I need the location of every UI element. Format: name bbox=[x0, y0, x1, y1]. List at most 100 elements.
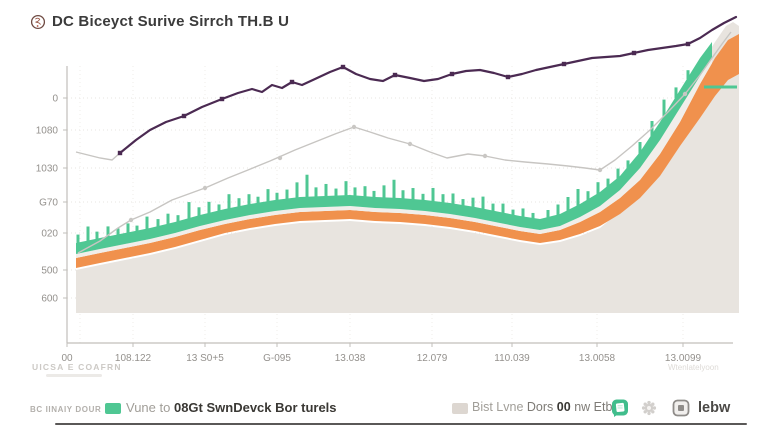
legend-beige-label-mid: Dors bbox=[526, 400, 554, 414]
green-spike bbox=[451, 193, 455, 206]
x-tick-label: 110.039 bbox=[494, 353, 530, 364]
green-spike bbox=[145, 216, 149, 231]
green-spike bbox=[616, 168, 620, 180]
gray-line-marker bbox=[128, 217, 134, 223]
green-spike bbox=[95, 231, 99, 241]
x-tick-label: 13.038 bbox=[335, 353, 366, 364]
gray-line-marker bbox=[682, 91, 688, 97]
y-tick-label: G70 bbox=[39, 198, 58, 209]
purple-line-marker bbox=[340, 64, 346, 70]
green-spike bbox=[324, 183, 328, 198]
legend-left-label: BC IINAIY DOUR bbox=[30, 405, 102, 414]
x-tick-label: G-095 bbox=[263, 353, 291, 364]
beige-area bbox=[76, 22, 739, 313]
green-spike bbox=[106, 226, 110, 239]
green-spike bbox=[556, 204, 560, 217]
green-spike bbox=[491, 203, 495, 213]
gray-line-marker bbox=[407, 141, 413, 147]
x-tick-label: 13 S0+5 bbox=[186, 353, 224, 364]
green-spike bbox=[531, 212, 535, 220]
green-spike bbox=[401, 190, 405, 201]
green-spike bbox=[441, 194, 445, 205]
legend-entry-beige: Bist Lvne Dors 00 nw Etbod bbox=[472, 400, 626, 414]
purple-line-marker bbox=[505, 74, 511, 80]
bottom-edge-bar bbox=[55, 422, 747, 425]
green-spike bbox=[521, 208, 525, 219]
green-spike bbox=[237, 198, 241, 209]
purple-line-marker bbox=[392, 72, 398, 78]
legend-caption: lebw bbox=[698, 400, 731, 416]
green-spike bbox=[461, 199, 465, 208]
legend-swatch-beige bbox=[452, 403, 468, 414]
legend-beige-label-strong: 00 bbox=[556, 400, 571, 414]
green-spike bbox=[266, 189, 270, 204]
header: DC Biceyct Surive Sirrch TH.B U bbox=[30, 13, 289, 30]
green-spike bbox=[411, 188, 415, 202]
green-spike bbox=[166, 213, 170, 226]
purple-line-marker bbox=[117, 150, 123, 156]
green-spike bbox=[285, 189, 289, 201]
green-spike bbox=[392, 179, 396, 200]
legend-beige-label-muted: Bist Lvne bbox=[472, 400, 524, 414]
gear-icon[interactable] bbox=[640, 399, 660, 419]
green-spike bbox=[247, 194, 251, 207]
green-spike bbox=[471, 197, 475, 209]
purple-line-marker bbox=[561, 61, 567, 67]
green-spike bbox=[334, 188, 338, 198]
coin-logo-icon bbox=[30, 14, 46, 30]
gray-line-marker bbox=[277, 155, 283, 161]
green-spike bbox=[187, 202, 191, 221]
green-spike bbox=[382, 185, 386, 200]
green-spike bbox=[314, 187, 318, 199]
green-spike bbox=[295, 182, 299, 200]
gray-line-marker bbox=[202, 185, 208, 191]
green-spike bbox=[256, 196, 260, 205]
green-spike bbox=[638, 142, 642, 154]
green-spike bbox=[546, 210, 550, 219]
legend-green-label-strong: 08Gt SwnDevck Bor turels bbox=[173, 400, 337, 415]
green-spike bbox=[431, 187, 435, 203]
purple-line-marker bbox=[449, 71, 455, 77]
green-spike bbox=[76, 234, 80, 245]
green-spike bbox=[116, 228, 120, 237]
green-spike bbox=[596, 182, 600, 196]
x-tick-label: 13.0058 bbox=[579, 353, 616, 364]
gray-line bbox=[77, 31, 732, 254]
y-tick-label: 020 bbox=[41, 229, 58, 240]
green-spike bbox=[421, 193, 425, 202]
green-spike bbox=[586, 191, 590, 202]
green-spike bbox=[227, 194, 231, 211]
green-spike bbox=[576, 189, 580, 207]
green-spike bbox=[305, 174, 309, 199]
green-spike bbox=[481, 196, 485, 211]
frame-icon[interactable] bbox=[672, 399, 692, 419]
legend-entry-green: Vune to 08Gt SwnDevck Bor turels bbox=[126, 400, 337, 415]
x-tick-label: 13.0099 bbox=[665, 353, 702, 364]
green-spike bbox=[674, 87, 678, 99]
green-spike bbox=[217, 204, 221, 213]
green-spike bbox=[135, 225, 139, 233]
green-spike bbox=[197, 207, 201, 218]
green-spike bbox=[501, 203, 505, 215]
green-spike bbox=[126, 223, 130, 235]
axis-footnote: UICSA E COAFRN bbox=[32, 362, 122, 372]
green-spike bbox=[156, 219, 160, 229]
green-spike bbox=[176, 215, 180, 224]
green-spike bbox=[207, 201, 211, 215]
purple-line-marker bbox=[685, 41, 691, 47]
y-tick-label: 0 bbox=[52, 94, 58, 105]
purple-line-marker bbox=[631, 50, 637, 56]
legend-row: BC IINAIY DOUR Vune to 08Gt SwnDevck Bor… bbox=[0, 398, 760, 420]
x-tick-label: 108.122 bbox=[115, 353, 152, 364]
green-spike bbox=[344, 181, 348, 198]
green-chat-icon[interactable] bbox=[610, 398, 630, 418]
purple-line-marker bbox=[289, 79, 295, 85]
legend-green-label-muted: Vune to bbox=[126, 400, 171, 415]
y-tick-label: 600 bbox=[41, 294, 58, 305]
page-title: DC Biceyct Surive Sirrch TH.B U bbox=[52, 13, 290, 30]
green-spike bbox=[511, 209, 515, 217]
green-spike bbox=[353, 187, 357, 198]
green-spike bbox=[372, 190, 376, 199]
